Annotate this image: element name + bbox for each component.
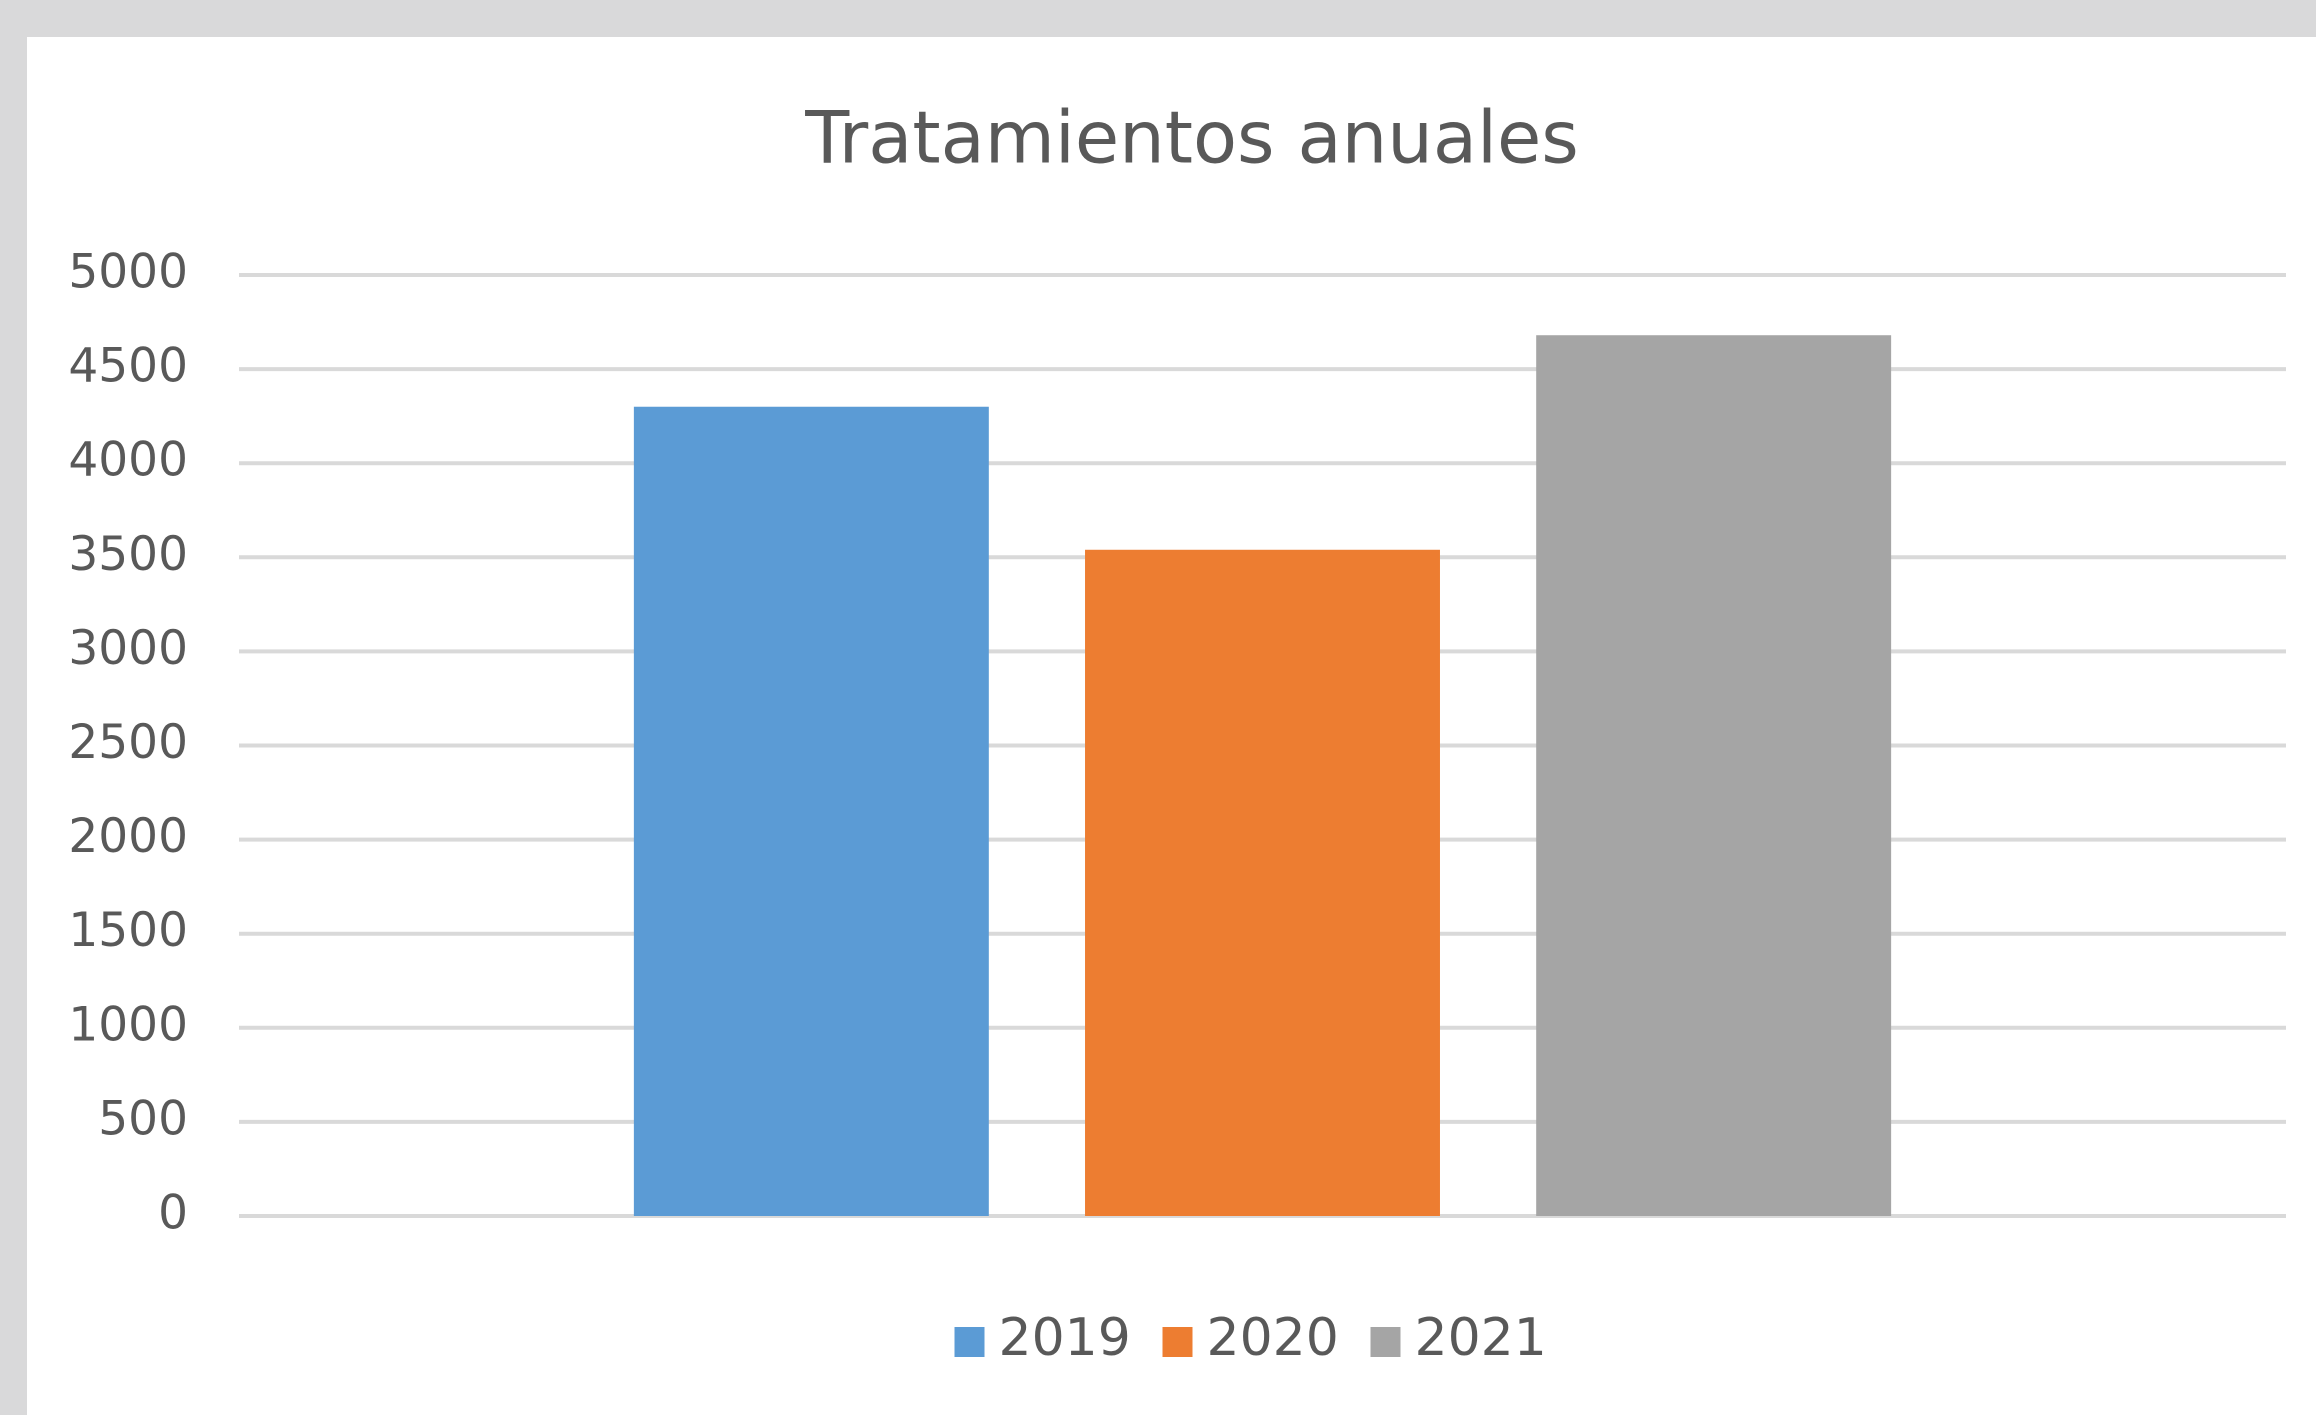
y-tick-label: 2500 xyxy=(68,715,188,770)
y-tick-label: 3000 xyxy=(68,621,188,676)
bar xyxy=(633,406,989,1216)
legend-label: 2020 xyxy=(1207,1308,1339,1368)
y-tick-label: 500 xyxy=(98,1091,188,1146)
y-tick-label: 4500 xyxy=(68,339,188,394)
legend-label: 2019 xyxy=(999,1308,1131,1368)
bar xyxy=(1085,549,1440,1216)
y-tick-label: 4000 xyxy=(68,433,188,488)
y-tick-label: 1000 xyxy=(68,997,188,1052)
legend-swatch xyxy=(1162,1327,1193,1357)
y-tick-label: 2000 xyxy=(68,809,188,864)
y-tick-label: 1500 xyxy=(68,903,188,958)
bar xyxy=(1536,335,1892,1216)
legend-swatch xyxy=(954,1327,985,1357)
y-tick-label: 5000 xyxy=(68,245,188,300)
legend-label: 2021 xyxy=(1415,1308,1547,1368)
y-tick-label: 3500 xyxy=(68,527,188,582)
chart-title: Tratamientos anuales xyxy=(804,96,1579,180)
y-tick-label: 0 xyxy=(158,1186,188,1241)
legend-swatch xyxy=(1370,1327,1401,1357)
